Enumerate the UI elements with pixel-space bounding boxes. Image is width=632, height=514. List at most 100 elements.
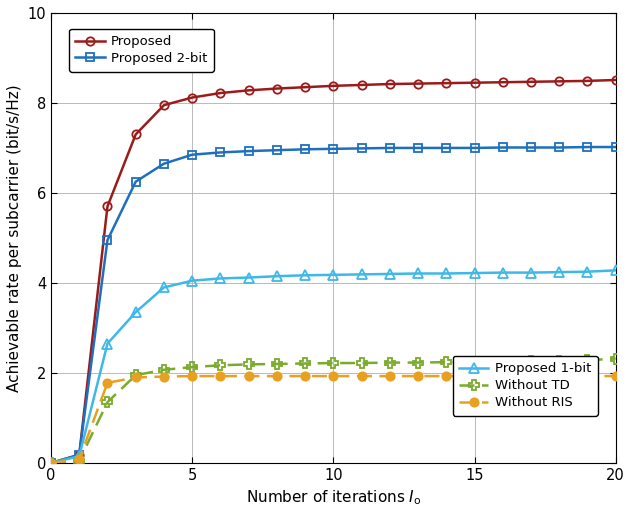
Proposed xyxy=(47,460,55,466)
Proposed 2-bit xyxy=(273,147,281,153)
Proposed 1-bit xyxy=(358,271,365,278)
Without RIS xyxy=(160,374,167,380)
Proposed 2-bit xyxy=(188,152,196,158)
Without TD xyxy=(132,372,140,378)
Without TD xyxy=(471,359,478,365)
Proposed xyxy=(358,82,365,88)
Proposed 1-bit xyxy=(75,453,83,460)
Proposed 1-bit xyxy=(414,270,422,277)
Without RIS xyxy=(47,460,55,466)
Without RIS xyxy=(104,380,111,386)
Without TD xyxy=(160,366,167,373)
Without RIS xyxy=(188,373,196,379)
Proposed xyxy=(386,81,394,87)
Proposed 1-bit xyxy=(188,278,196,284)
Proposed 2-bit xyxy=(556,144,563,151)
Proposed 1-bit xyxy=(245,274,252,281)
Proposed xyxy=(471,80,478,86)
Proposed xyxy=(75,452,83,458)
Without RIS xyxy=(75,456,83,463)
Proposed 1-bit xyxy=(471,270,478,276)
Proposed xyxy=(329,83,337,89)
Line: Proposed: Proposed xyxy=(47,76,620,467)
Without RIS xyxy=(132,374,140,380)
Y-axis label: Achievable rate per subcarrier (bit/s/Hz): Achievable rate per subcarrier (bit/s/Hz… xyxy=(7,84,22,392)
Proposed 2-bit xyxy=(160,160,167,167)
Without RIS xyxy=(358,373,365,379)
Proposed xyxy=(188,95,196,101)
Without TD xyxy=(442,359,450,365)
Without TD xyxy=(386,359,394,365)
Proposed 2-bit xyxy=(612,144,619,150)
Without TD xyxy=(188,364,196,370)
Without RIS xyxy=(217,373,224,379)
Proposed 2-bit xyxy=(301,146,309,152)
Without RIS xyxy=(527,373,535,379)
Proposed 2-bit xyxy=(584,144,592,150)
Without RIS xyxy=(329,373,337,379)
Without TD xyxy=(329,360,337,366)
Proposed xyxy=(301,84,309,90)
Without RIS xyxy=(556,373,563,379)
Proposed 1-bit xyxy=(386,271,394,277)
Proposed 2-bit xyxy=(217,150,224,156)
Line: Without RIS: Without RIS xyxy=(47,372,620,467)
Without RIS xyxy=(273,373,281,379)
Proposed 2-bit xyxy=(471,145,478,151)
Without TD xyxy=(527,358,535,364)
Proposed 1-bit xyxy=(301,272,309,279)
Proposed xyxy=(612,77,619,83)
Proposed 2-bit xyxy=(414,145,422,151)
Without TD xyxy=(414,359,422,365)
Without TD xyxy=(358,360,365,366)
Proposed 2-bit xyxy=(75,452,83,458)
Without TD xyxy=(75,457,83,464)
Without RIS xyxy=(471,373,478,379)
Line: Proposed 1-bit: Proposed 1-bit xyxy=(47,266,620,467)
Without TD xyxy=(273,361,281,367)
Without TD xyxy=(499,359,506,365)
Proposed 1-bit xyxy=(132,309,140,315)
Without TD xyxy=(301,360,309,366)
Without RIS xyxy=(386,373,394,379)
Line: Without TD: Without TD xyxy=(46,354,621,468)
Without RIS xyxy=(584,373,592,379)
Proposed xyxy=(499,79,506,85)
Proposed 1-bit xyxy=(556,269,563,275)
Proposed 2-bit xyxy=(245,148,252,154)
Proposed 2-bit xyxy=(329,146,337,152)
Proposed 1-bit xyxy=(217,276,224,282)
Without TD xyxy=(47,460,55,466)
Proposed 1-bit xyxy=(584,269,592,275)
Proposed 2-bit xyxy=(499,144,506,151)
Without RIS xyxy=(499,373,506,379)
Proposed 1-bit xyxy=(612,267,619,273)
Proposed 2-bit xyxy=(527,144,535,151)
Proposed 2-bit xyxy=(47,460,55,466)
Proposed xyxy=(160,102,167,108)
Without TD xyxy=(104,399,111,405)
Legend: Proposed 1-bit, Without TD, Without RIS: Proposed 1-bit, Without TD, Without RIS xyxy=(453,356,598,416)
X-axis label: Number of iterations $I_\mathrm{o}$: Number of iterations $I_\mathrm{o}$ xyxy=(246,488,421,507)
Without TD xyxy=(556,358,563,364)
Proposed xyxy=(584,78,592,84)
Without TD xyxy=(217,362,224,369)
Proposed 1-bit xyxy=(442,270,450,277)
Proposed xyxy=(273,85,281,91)
Without TD xyxy=(612,356,619,362)
Proposed 2-bit xyxy=(132,178,140,185)
Proposed xyxy=(217,90,224,96)
Without RIS xyxy=(442,373,450,379)
Without RIS xyxy=(245,373,252,379)
Proposed xyxy=(104,204,111,210)
Proposed xyxy=(132,132,140,138)
Proposed 2-bit xyxy=(386,145,394,151)
Without TD xyxy=(245,361,252,368)
Proposed xyxy=(245,87,252,94)
Proposed 1-bit xyxy=(47,460,55,466)
Proposed 1-bit xyxy=(160,284,167,290)
Proposed 2-bit xyxy=(104,237,111,243)
Without RIS xyxy=(301,373,309,379)
Proposed 1-bit xyxy=(527,269,535,276)
Proposed xyxy=(414,81,422,87)
